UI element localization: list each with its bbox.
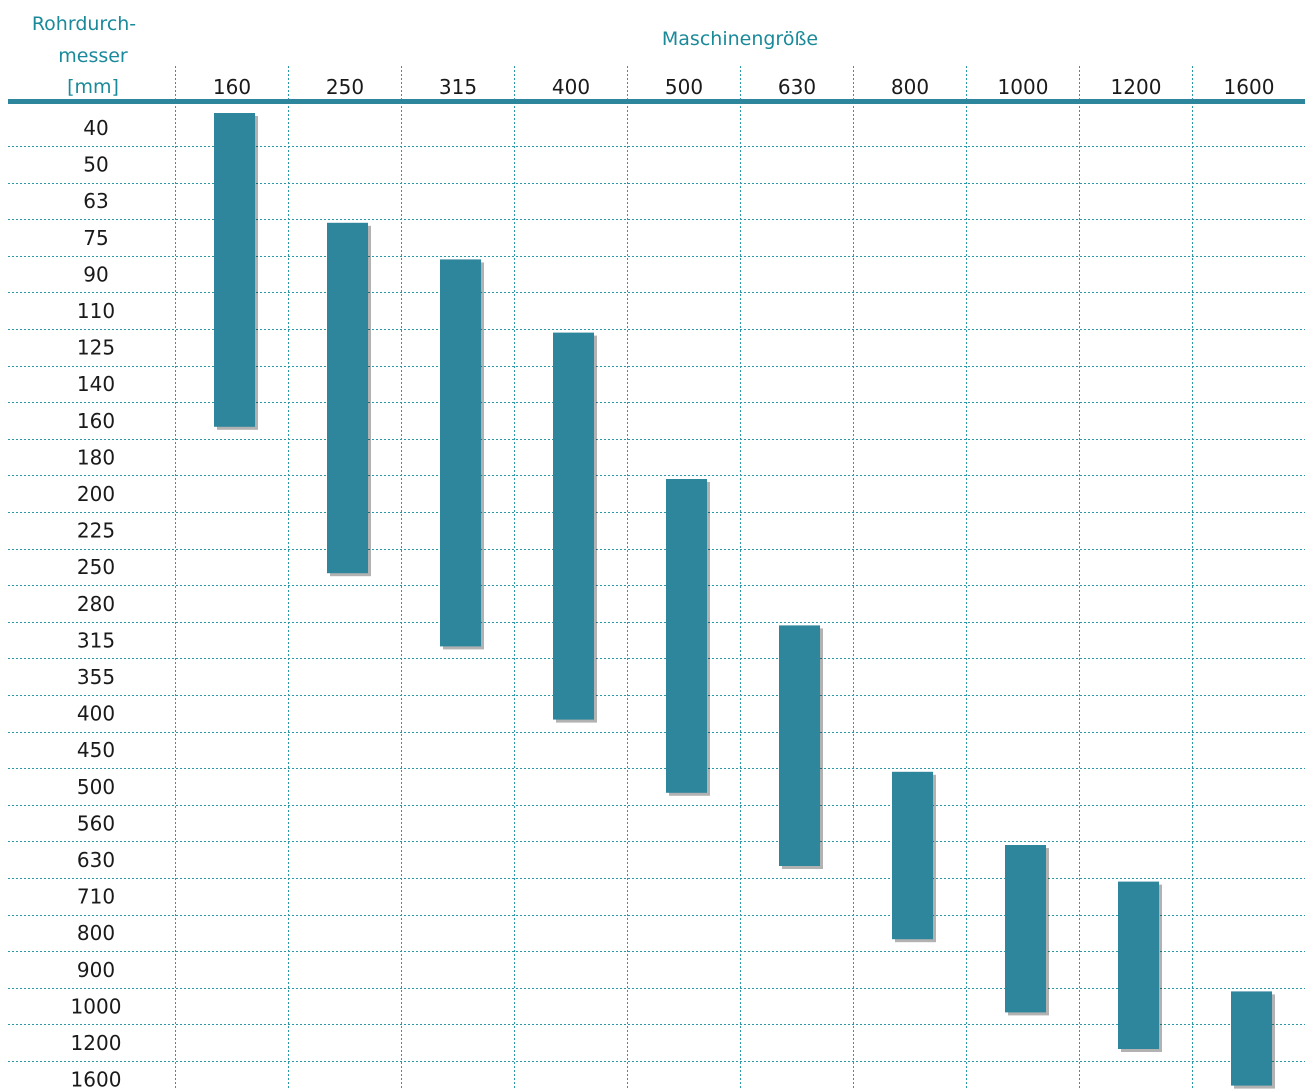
row-label: 630 <box>77 848 115 872</box>
range-bar-250 <box>327 222 368 574</box>
range-bar-1000 <box>1005 845 1046 1013</box>
row-label: 800 <box>77 921 115 945</box>
range-bar-800 <box>892 771 933 940</box>
row-label: 280 <box>77 592 115 616</box>
row-label: 315 <box>77 628 115 652</box>
row-label: 180 <box>77 445 115 469</box>
column-label: 400 <box>552 75 590 99</box>
column-label: 250 <box>326 75 364 99</box>
row-label: 900 <box>77 958 115 982</box>
row-label: 160 <box>77 409 115 433</box>
column-label: 1000 <box>998 75 1049 99</box>
row-label: 710 <box>77 885 115 909</box>
range-bar-630 <box>779 625 820 866</box>
row-label: 140 <box>77 372 115 396</box>
row-label: 225 <box>77 519 115 543</box>
column-label: 315 <box>439 75 477 99</box>
column-axis-title: Maschinengröße <box>662 28 818 50</box>
row-label: 110 <box>77 299 115 323</box>
row-label: 40 <box>83 116 108 140</box>
row-axis-title-line-3: [mm] <box>67 76 119 98</box>
row-label: 63 <box>83 189 108 213</box>
column-label: 1200 <box>1111 75 1162 99</box>
column-label: 160 <box>213 75 251 99</box>
column-label: 1600 <box>1224 75 1275 99</box>
row-label: 90 <box>83 262 108 286</box>
row-label: 355 <box>77 665 115 689</box>
column-label: 630 <box>778 75 816 99</box>
range-bar-500 <box>666 479 707 793</box>
row-label: 400 <box>77 702 115 726</box>
row-label: 200 <box>77 482 115 506</box>
row-label: 50 <box>83 153 108 177</box>
column-label: 800 <box>891 75 929 99</box>
range-bar-160 <box>214 113 255 427</box>
row-axis-title-line-2: messer <box>58 45 128 67</box>
row-labels: 40 50 63 75 90 110 125 140 160 180 200 225 250 280 315… <box>71 116 122 1090</box>
row-label: 1600 <box>71 1068 122 1090</box>
column-label: 500 <box>665 75 703 99</box>
row-label: 500 <box>77 775 115 799</box>
row-label: 1000 <box>71 994 122 1018</box>
row-label: 560 <box>77 811 115 835</box>
row-label: 75 <box>83 226 108 250</box>
row-label: 250 <box>77 555 115 579</box>
grid-layer <box>8 66 1305 1090</box>
range-bar-400 <box>553 332 594 720</box>
range-bar-1600 <box>1231 991 1272 1086</box>
row-axis-title-line-1: Rohrdurch- <box>32 13 136 35</box>
range-bar-1200 <box>1118 881 1159 1049</box>
column-labels: 160 250 315 400 500 630 800 1000 1200 1600 <box>213 75 1275 99</box>
row-label: 1200 <box>71 1031 122 1055</box>
row-label: 125 <box>77 336 115 360</box>
range-bar-315 <box>440 259 481 647</box>
bars <box>214 113 1275 1089</box>
row-label: 450 <box>77 738 115 762</box>
